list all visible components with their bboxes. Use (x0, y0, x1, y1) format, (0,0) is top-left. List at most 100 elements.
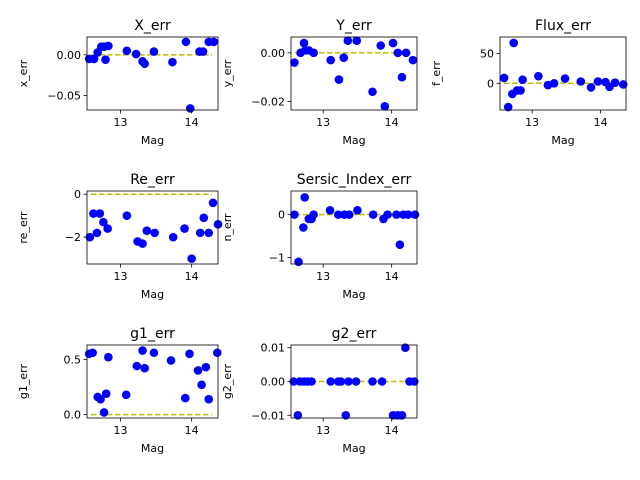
x-tick-label: 14 (185, 116, 199, 129)
y-tick-label: 0.00 (261, 47, 286, 60)
data-point (410, 210, 420, 219)
data-point (409, 377, 419, 386)
data-point (408, 55, 418, 65)
data-point (85, 232, 95, 242)
axes-frame (86, 36, 219, 111)
data-point (397, 410, 407, 420)
y-tick-label: 0.00 (261, 376, 286, 389)
data-point (344, 377, 353, 386)
subplot-title: X_err (134, 18, 171, 34)
x-tick-label: 13 (316, 424, 330, 437)
data-point (138, 239, 147, 248)
data-point (193, 366, 203, 375)
subplot-title: g2_err (332, 326, 377, 342)
data-point (393, 48, 403, 58)
data-point (198, 47, 208, 56)
data-point (181, 37, 191, 47)
data-point (293, 410, 303, 420)
data-point (333, 210, 343, 219)
data-point (95, 209, 105, 218)
data-point (201, 362, 211, 372)
data-point (503, 102, 513, 112)
axes-frame (290, 36, 418, 111)
data-point (150, 228, 159, 238)
data-point (101, 389, 111, 398)
subplot-title: Y_err (335, 18, 372, 34)
data-point (388, 38, 398, 48)
y-tick-label: 0.00 (57, 49, 82, 62)
data-point (104, 352, 113, 362)
axes-frame (86, 190, 219, 265)
subplot-title: Re_err (130, 172, 175, 188)
data-point (300, 193, 309, 202)
data-point (499, 73, 509, 83)
data-points (85, 198, 223, 263)
data-point (368, 210, 378, 219)
data-point (121, 390, 131, 400)
data-point (343, 36, 353, 45)
y-axis-label: x_err (17, 59, 30, 87)
data-point (403, 210, 413, 219)
data-point (104, 41, 113, 51)
data-point (325, 206, 335, 215)
subplot-4: 13 14 0 −2 Re_err Mag re_err (17, 172, 223, 301)
data-point (140, 363, 149, 373)
data-point (149, 47, 159, 56)
data-point (99, 408, 109, 417)
x-tick-label: 13 (525, 116, 539, 129)
data-point (132, 361, 142, 371)
x-tick-label: 14 (385, 424, 399, 437)
data-point (180, 393, 190, 403)
x-tick-label: 14 (185, 270, 199, 283)
data-point (401, 48, 411, 58)
subplot-7: 13 14 0.01 0.00 −0.01 g2_err Mag g2_err (221, 326, 419, 455)
x-tick-label: 14 (385, 270, 399, 283)
data-point (344, 210, 354, 219)
data-points (499, 38, 628, 112)
data-point (336, 377, 346, 386)
data-point (142, 226, 152, 236)
data-point (122, 211, 132, 220)
data-point (195, 228, 205, 238)
data-point (397, 72, 407, 82)
data-point (534, 71, 543, 81)
data-point (392, 210, 401, 219)
data-point (307, 377, 316, 386)
data-point (140, 59, 149, 69)
data-point (204, 228, 214, 238)
data-point (122, 46, 132, 56)
data-point (351, 377, 361, 386)
axes-frame (86, 344, 219, 419)
data-point (299, 223, 308, 232)
subplot-title: Sersic_Index_err (297, 172, 412, 188)
data-point (560, 74, 570, 83)
y-tick-label: −0.05 (47, 89, 81, 102)
data-point (610, 78, 620, 87)
y-tick-label: 0.01 (261, 342, 286, 355)
y-axis-label: n_err (221, 213, 234, 242)
data-point (309, 210, 318, 219)
data-points (290, 193, 420, 267)
y-axis-label: re_err (17, 211, 30, 244)
data-point (376, 41, 386, 50)
data-point (326, 55, 336, 65)
data-point (212, 348, 222, 358)
data-point (138, 346, 147, 355)
data-point (377, 377, 387, 386)
x-axis-label: Mag (141, 288, 164, 301)
data-points (84, 346, 222, 417)
y-tick-label: 0 (278, 209, 285, 222)
x-tick-label: 13 (316, 270, 330, 283)
y-tick-label: 0 (74, 188, 81, 201)
data-point (209, 37, 219, 47)
data-point (368, 377, 377, 386)
x-axis-label: Mag (141, 442, 164, 455)
data-point (290, 210, 299, 219)
subplot-title: g1_err (130, 326, 175, 342)
data-point (103, 224, 112, 233)
x-tick-label: 13 (113, 116, 127, 129)
x-tick-label: 13 (113, 270, 127, 283)
data-point (294, 257, 303, 267)
y-tick-label: −1 (269, 252, 285, 265)
data-point (131, 49, 141, 59)
